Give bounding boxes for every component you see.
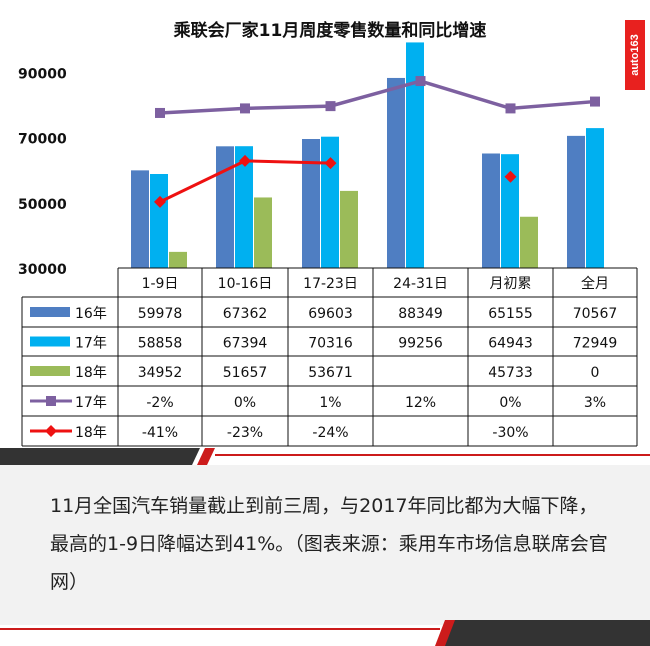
category-label: 全月 <box>581 275 609 292</box>
data-label: 67362 <box>223 306 268 322</box>
watermark-text: auto163 <box>629 34 642 76</box>
data-label: 3% <box>584 395 606 411</box>
bar <box>150 174 168 268</box>
bar <box>520 216 538 268</box>
legend-label: 18年 <box>75 365 107 381</box>
data-label: -23% <box>227 425 263 441</box>
line-marker-square <box>590 96 600 107</box>
legend-key <box>30 366 70 376</box>
category-label: 17-23日 <box>303 276 358 292</box>
bar <box>321 136 339 268</box>
legend-key <box>30 307 70 317</box>
line-marker-diamond <box>154 195 166 208</box>
data-label: 51657 <box>223 365 268 381</box>
chart-title: 乘联会厂家11月周度零售数量和同比增速 <box>173 20 487 41</box>
line-marker-square <box>415 76 426 87</box>
y-tick-label: 30000 <box>18 262 67 278</box>
category-label: 月初累 <box>490 275 532 292</box>
data-label: 67394 <box>223 336 268 352</box>
line-marker-square <box>505 103 516 114</box>
data-label: -41% <box>142 425 178 441</box>
data-label: 72949 <box>573 336 618 352</box>
line-marker-diamond <box>504 170 517 183</box>
decorative-stripe-bottom <box>0 620 650 646</box>
data-label: 69603 <box>308 306 353 322</box>
caption-text: 11月全国汽车销量截止到前三周，与2017年同比都为大幅下降，最高的1-9日降幅… <box>50 495 608 593</box>
data-label: 65155 <box>488 306 533 322</box>
y-tick-label: 70000 <box>18 132 67 148</box>
bar <box>254 197 272 268</box>
decorative-stripe-top <box>0 448 650 465</box>
caption-box: 11月全国汽车销量截止到前三周，与2017年同比都为大幅下降，最高的1-9日降幅… <box>0 465 650 625</box>
category-label: 10-16日 <box>218 276 273 292</box>
bar <box>501 154 519 268</box>
legend-label: 17年 <box>75 336 107 352</box>
data-label: 0% <box>234 395 256 411</box>
line-marker-diamond <box>239 154 251 167</box>
data-label: -24% <box>312 425 348 441</box>
y-tick-label: 50000 <box>18 197 67 213</box>
bar <box>406 42 424 269</box>
data-label: 12% <box>405 395 436 411</box>
legend-key <box>46 396 56 406</box>
data-label: 58858 <box>138 336 183 352</box>
data-label: 45733 <box>488 365 533 381</box>
data-label: -30% <box>492 425 528 441</box>
category-label: 24-31日 <box>393 276 448 292</box>
legend-label: 16年 <box>75 306 107 322</box>
legend-label: 18年 <box>75 425 107 441</box>
legend-key <box>45 425 57 437</box>
bar <box>216 146 234 268</box>
bar <box>567 135 585 268</box>
bar <box>302 139 320 268</box>
data-label: 70567 <box>573 306 618 322</box>
line-marker-square <box>240 103 250 114</box>
line-marker-square <box>325 101 336 112</box>
legend-key <box>30 336 70 347</box>
data-label: -2% <box>146 395 173 411</box>
data-label: 59978 <box>138 306 183 322</box>
bar <box>482 153 500 268</box>
series-line <box>159 79 596 115</box>
bar <box>387 77 405 268</box>
y-tick-label: 90000 <box>18 67 67 83</box>
data-label: 0% <box>499 395 521 411</box>
data-label: 53671 <box>308 365 353 381</box>
data-label: 88349 <box>398 306 443 322</box>
legend-label: 17年 <box>75 395 107 411</box>
data-label: 99256 <box>398 336 443 352</box>
data-label: 1% <box>319 395 341 411</box>
bar <box>235 146 253 268</box>
bar <box>169 251 187 268</box>
chart: 1-9日 10-16日 17-23日 24-31日 月初累 全月 16年 59978 67362… <box>18 20 638 447</box>
data-label: 64943 <box>488 336 533 352</box>
watermark-badge: auto163 <box>625 20 645 90</box>
data-label: 34952 <box>138 365 183 381</box>
bar <box>131 170 149 268</box>
bar <box>586 128 604 268</box>
data-label: 0 <box>591 365 600 381</box>
bar <box>340 190 358 268</box>
data-label: 70316 <box>308 336 353 352</box>
line-marker-diamond <box>324 157 337 170</box>
category-label: 1-9日 <box>142 276 179 292</box>
line-marker-square <box>155 107 165 118</box>
